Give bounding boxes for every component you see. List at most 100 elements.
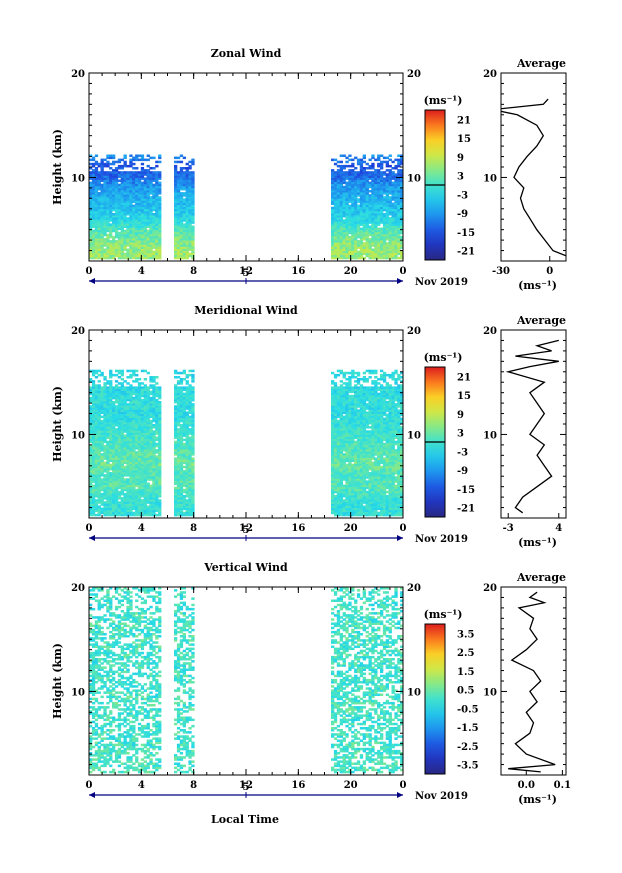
heatmap-cell [362, 223, 366, 226]
heatmap-cell [339, 215, 343, 218]
heatmap-cell [120, 190, 124, 193]
heatmap-cell [109, 501, 113, 504]
heatmap-cell [100, 428, 104, 431]
heatmap-cell [135, 442, 139, 446]
heatmap-cell [137, 472, 142, 475]
heatmap-cell [188, 501, 192, 504]
heatmap-cell [120, 252, 124, 256]
heatmap-cell [126, 447, 130, 450]
heatmap-cell [126, 219, 130, 222]
heatmap-cell [158, 242, 162, 245]
heatmap-cell [174, 495, 178, 498]
heatmap-cell [174, 252, 178, 256]
heatmap-cell [100, 484, 104, 488]
heatmap-cell [106, 185, 110, 189]
heatmap-cell [152, 223, 156, 226]
heatmap-cell [359, 246, 364, 249]
heatmap-cell [140, 173, 145, 176]
heatmap-cell [377, 187, 381, 191]
heatmap-cell [91, 198, 96, 201]
heatmap-cell [191, 173, 195, 176]
heatmap-cell [188, 478, 192, 481]
heatmap-cell [126, 225, 130, 228]
heatmap-cell [371, 219, 375, 222]
heatmap-cell [97, 421, 101, 425]
heatmap-cell [140, 175, 145, 178]
heatmap-cell [382, 160, 387, 164]
heatmap-cell [132, 238, 136, 241]
day-bar-right-arrow [397, 278, 403, 284]
heatmap-cell [152, 436, 156, 439]
heatmap-cell [351, 206, 355, 210]
heatmap-cell [103, 215, 107, 218]
heatmap-cell [106, 388, 110, 391]
heatmap-cell [185, 167, 189, 170]
heatmap-cell [345, 190, 349, 193]
heatmap-cell [182, 405, 186, 408]
heatmap-cell [143, 480, 147, 483]
heatmap-cell [146, 244, 150, 247]
heatmap-cell [129, 497, 133, 500]
heatmap-cell [388, 158, 392, 162]
heatmap-cell [394, 181, 398, 185]
heatmap-cell [182, 419, 186, 423]
heatmap-cell [191, 507, 195, 511]
heatmap-cell [91, 430, 96, 433]
heatmap-cell [176, 409, 181, 412]
heatmap-cell [336, 474, 341, 477]
heatmap-cell [365, 208, 369, 212]
heatmap-cell [146, 173, 150, 176]
heatmap-cell [188, 185, 192, 189]
heatmap-cell [354, 177, 358, 180]
heatmap-cell [188, 465, 192, 469]
heatmap-cell [182, 378, 186, 381]
heatmap-cell [89, 219, 93, 222]
heatmap-cell [143, 482, 147, 485]
heatmap-cell [333, 501, 338, 504]
heatmap-cell [135, 219, 139, 222]
heatmap-cell [336, 459, 341, 462]
heatmap-cell [120, 221, 124, 224]
heatmap-cell [97, 164, 101, 168]
heatmap-cell [374, 183, 378, 187]
panel-title: Meridional Wind [194, 304, 298, 317]
heatmap-cell [112, 495, 116, 498]
heatmap-cell [129, 413, 133, 417]
heatmap-cell [91, 242, 96, 245]
heatmap-cell [120, 482, 124, 485]
heatmap-cell [106, 409, 110, 412]
heatmap-cell [394, 223, 398, 226]
heatmap-cell [149, 378, 153, 381]
heatmap-cell [182, 428, 186, 431]
heatmap-cell [331, 213, 335, 216]
heatmap-cell [97, 217, 101, 220]
heatmap-cell [149, 221, 153, 224]
heatmap-cell [371, 198, 375, 201]
heatmap-cell [129, 394, 133, 398]
heatmap-cell [94, 411, 99, 414]
heatmap-cell [391, 194, 395, 197]
heatmap-cell [339, 185, 343, 189]
heatmap-cell [103, 231, 107, 235]
heatmap-cell [94, 206, 99, 210]
heatmap-cell [391, 204, 395, 208]
heatmap-cell [397, 158, 401, 162]
heatmap-cell [149, 509, 153, 513]
heatmap-cell [374, 192, 378, 195]
heatmap-cell [97, 499, 101, 502]
heatmap-cell [103, 417, 107, 421]
heatmap-cell [129, 246, 133, 249]
heatmap-cell [106, 190, 110, 193]
heatmap-cell [146, 204, 150, 208]
heatmap-cell [336, 486, 341, 490]
heatmap-cell [174, 192, 178, 195]
heatmap-cell [149, 457, 153, 460]
heatmap-cell [137, 411, 142, 414]
heatmap-cell [129, 183, 133, 187]
heatmap-cell [126, 503, 130, 506]
heatmap-cell [137, 438, 142, 442]
heatmap-cell [331, 459, 335, 462]
colorbar-tick-label: -21 [457, 247, 475, 258]
heatmap-cell [123, 478, 127, 481]
heatmap-cell [176, 250, 181, 254]
